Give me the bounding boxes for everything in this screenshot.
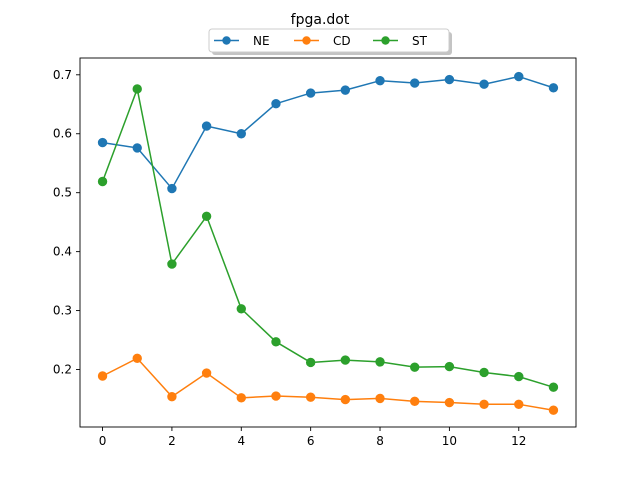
y-tick-label: 0.4	[53, 245, 72, 259]
series-line-st	[101, 88, 555, 389]
data-point-st	[305, 357, 316, 368]
x-tick-label: 6	[307, 434, 315, 448]
x-tick-label: 12	[511, 434, 526, 448]
legend-marker-st	[381, 36, 390, 45]
data-point-cd	[479, 399, 489, 410]
series-line-cd	[101, 357, 555, 412]
y-tick-label: 0.3	[53, 304, 72, 318]
data-point-ne	[97, 137, 108, 148]
data-point-ne	[444, 74, 455, 85]
data-point-cd	[271, 391, 281, 401]
y-tick-label: 0.2	[53, 363, 72, 377]
x-tick-label: 4	[237, 434, 245, 448]
data-point-cd	[410, 396, 420, 407]
data-point-st	[97, 176, 108, 187]
data-point-st	[410, 362, 420, 372]
data-point-ne	[236, 129, 246, 139]
data-point-ne	[271, 98, 281, 109]
legend: NE CD ST	[208, 28, 452, 55]
data-point-cd	[201, 368, 212, 378]
data-point-cd	[548, 405, 559, 415]
legend-label-ne: NE	[253, 34, 270, 48]
data-point-st	[132, 84, 142, 94]
x-tick-label: 8	[376, 434, 384, 448]
data-point-st	[479, 367, 489, 378]
y-tick-label: 0.7	[53, 68, 72, 82]
y-tick-label: 0.5	[53, 186, 72, 200]
data-point-ne	[514, 71, 524, 82]
data-point-ne	[375, 75, 385, 86]
data-point-cd	[375, 393, 385, 404]
data-point-st	[340, 355, 351, 365]
data-point-st	[444, 361, 455, 372]
data-point-cd	[444, 397, 455, 408]
data-point-cd	[97, 371, 108, 381]
data-point-cd	[340, 394, 351, 405]
data-point-ne	[201, 121, 212, 131]
data-point-st	[271, 337, 281, 347]
chart-title: fpga.dot	[291, 12, 350, 28]
legend-marker-ne	[222, 36, 231, 45]
data-point-cd	[514, 399, 524, 410]
data-point-ne	[479, 79, 489, 89]
data-point-ne	[340, 85, 351, 95]
series-line-ne	[101, 75, 555, 190]
data-point-st	[201, 211, 212, 221]
legend-label-cd: CD	[333, 34, 351, 48]
data-point-st	[514, 371, 524, 382]
legend-label-st: ST	[412, 34, 428, 48]
data-point-st	[236, 304, 246, 314]
axes: 0 2 4 6 8 10 12 0.2 0.3 0.4 0.5 0.6 0.7	[53, 57, 577, 448]
data-point-st	[375, 357, 385, 367]
x-tick-label: 10	[442, 434, 457, 448]
y-tick-label: 0.6	[53, 127, 72, 141]
data-point-cd	[167, 391, 177, 402]
data-point-cd	[305, 392, 316, 402]
plot-area	[97, 71, 559, 415]
x-tick-label: 2	[168, 434, 176, 448]
x-tick-label: 0	[99, 434, 107, 448]
legend-box	[208, 28, 450, 53]
data-point-cd	[236, 393, 246, 403]
data-point-ne	[410, 78, 420, 88]
data-point-ne	[305, 88, 316, 98]
plot-frame	[79, 57, 577, 428]
data-point-ne	[548, 83, 559, 93]
data-point-ne	[167, 183, 177, 194]
legend-marker-cd	[302, 36, 311, 45]
data-point-st	[548, 382, 559, 392]
data-point-cd	[132, 353, 142, 364]
data-point-ne	[132, 143, 142, 153]
data-point-st	[167, 259, 177, 269]
